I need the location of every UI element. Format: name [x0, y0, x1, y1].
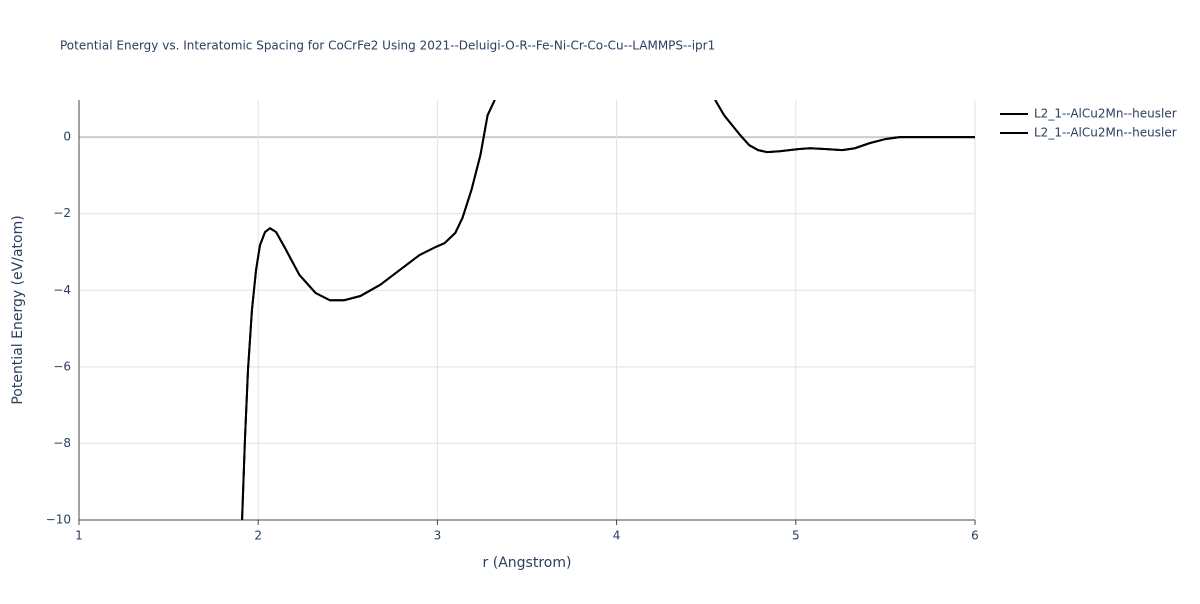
- x-tick-label: 4: [613, 529, 621, 543]
- x-tick-label: 3: [434, 529, 442, 543]
- y-tick-label: −2: [53, 206, 71, 220]
- series-line: [241, 100, 975, 520]
- y-tick-label: 0: [63, 130, 71, 144]
- x-tick-label: 1: [75, 529, 83, 543]
- y-tick-label: −4: [53, 283, 71, 297]
- x-tick-label: 6: [971, 529, 979, 543]
- y-tick-label: −10: [46, 513, 71, 527]
- x-tick-label: 5: [792, 529, 800, 543]
- chart-title: Potential Energy vs. Interatomic Spacing…: [60, 39, 715, 53]
- legend-label: L2_1--AlCu2Mn--heusler: [1034, 107, 1177, 121]
- x-tick-label: 2: [254, 529, 262, 543]
- y-tick-label: −8: [53, 436, 71, 450]
- y-tick-label: −6: [53, 359, 71, 373]
- plot-area: [241, 100, 975, 520]
- series-line: [241, 100, 975, 520]
- legend-label: L2_1--AlCu2Mn--heusler: [1034, 126, 1177, 140]
- x-axis-label: r (Angstrom): [483, 555, 572, 571]
- y-axis-label: Potential Energy (eV/atom): [10, 215, 26, 404]
